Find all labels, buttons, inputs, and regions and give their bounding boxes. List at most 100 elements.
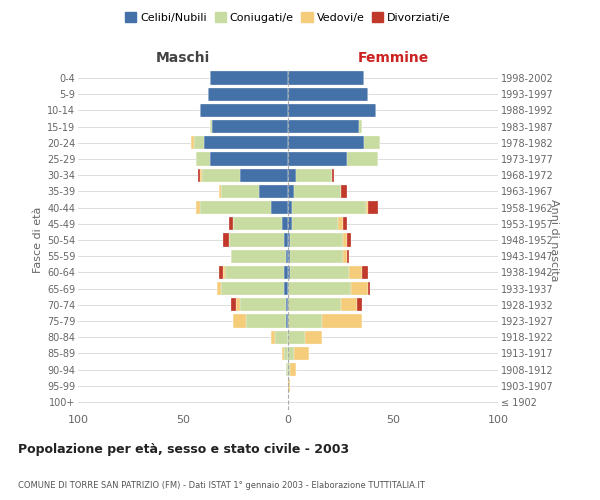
Bar xyxy=(191,136,193,149)
Text: COMUNE DI TORRE SAN PATRIZIO (FM) - Dati ISTAT 1° gennaio 2003 - Elaborazione TU: COMUNE DI TORRE SAN PATRIZIO (FM) - Dati… xyxy=(18,480,425,490)
Y-axis label: Fasce di età: Fasce di età xyxy=(32,207,43,273)
Bar xyxy=(322,314,362,328)
Bar xyxy=(288,346,295,360)
Bar xyxy=(358,298,361,312)
Bar xyxy=(292,201,366,214)
Text: Maschi: Maschi xyxy=(156,51,210,65)
Bar xyxy=(295,346,309,360)
Bar xyxy=(368,201,379,214)
Bar xyxy=(212,120,288,134)
Bar xyxy=(232,298,235,312)
Bar xyxy=(364,136,380,149)
Bar xyxy=(204,136,288,149)
Y-axis label: Anni di nascita: Anni di nascita xyxy=(549,198,559,281)
Bar xyxy=(288,185,295,198)
Bar xyxy=(359,120,362,134)
Bar xyxy=(235,298,240,312)
Bar xyxy=(210,72,288,85)
Bar xyxy=(229,234,284,246)
Bar xyxy=(284,346,288,360)
Bar xyxy=(259,185,288,198)
Bar xyxy=(218,266,223,279)
Bar xyxy=(208,88,288,101)
Bar xyxy=(200,201,271,214)
Bar xyxy=(198,168,200,182)
Bar xyxy=(351,282,368,295)
Bar xyxy=(200,168,202,182)
Bar xyxy=(288,379,290,392)
Bar xyxy=(341,185,347,198)
Bar xyxy=(217,282,221,295)
Bar xyxy=(288,136,364,149)
Bar xyxy=(286,363,288,376)
Bar xyxy=(225,266,284,279)
Text: Popolazione per età, sesso e stato civile - 2003: Popolazione per età, sesso e stato civil… xyxy=(18,442,349,456)
Bar xyxy=(305,330,322,344)
Bar xyxy=(288,330,305,344)
Bar xyxy=(271,201,288,214)
Bar xyxy=(233,217,282,230)
Bar xyxy=(288,363,290,376)
Bar xyxy=(288,152,347,166)
Bar xyxy=(233,314,246,328)
Bar xyxy=(288,234,290,246)
Bar xyxy=(284,282,288,295)
Bar xyxy=(288,201,292,214)
Bar xyxy=(288,266,290,279)
Bar xyxy=(286,314,288,328)
Bar xyxy=(218,185,221,198)
Bar xyxy=(296,168,332,182)
Bar xyxy=(341,298,358,312)
Bar xyxy=(210,152,288,166)
Bar xyxy=(284,266,288,279)
Bar xyxy=(288,314,322,328)
Bar xyxy=(202,168,240,182)
Bar xyxy=(288,217,292,230)
Bar xyxy=(271,330,275,344)
Bar xyxy=(275,330,288,344)
Bar xyxy=(286,298,288,312)
Bar xyxy=(288,168,296,182)
Bar xyxy=(288,104,376,117)
Bar xyxy=(343,217,347,230)
Bar xyxy=(200,104,288,117)
Legend: Celibi/Nubili, Coniugati/e, Vedovi/e, Divorziati/e: Celibi/Nubili, Coniugati/e, Vedovi/e, Di… xyxy=(121,8,455,28)
Bar xyxy=(196,201,200,214)
Bar xyxy=(290,250,343,263)
Bar xyxy=(366,201,368,214)
Bar xyxy=(239,298,286,312)
Bar xyxy=(290,363,296,376)
Bar xyxy=(221,185,259,198)
Bar xyxy=(368,282,370,295)
Bar xyxy=(231,250,286,263)
Bar xyxy=(347,250,349,263)
Bar xyxy=(288,250,290,263)
Bar xyxy=(282,346,284,360)
Bar xyxy=(193,136,204,149)
Bar xyxy=(210,120,212,134)
Text: Femmine: Femmine xyxy=(358,51,428,65)
Bar xyxy=(288,72,364,85)
Bar xyxy=(223,234,229,246)
Bar xyxy=(347,152,379,166)
Bar xyxy=(282,217,288,230)
Bar xyxy=(347,234,351,246)
Bar xyxy=(290,266,349,279)
Bar xyxy=(290,234,343,246)
Bar xyxy=(246,314,286,328)
Bar xyxy=(349,266,362,279)
Bar xyxy=(288,298,341,312)
Bar xyxy=(240,168,288,182)
Bar xyxy=(332,168,334,182)
Bar xyxy=(286,250,288,263)
Bar xyxy=(292,217,338,230)
Bar xyxy=(295,185,341,198)
Bar xyxy=(361,266,368,279)
Bar xyxy=(288,282,351,295)
Bar xyxy=(338,217,343,230)
Bar xyxy=(288,88,368,101)
Bar xyxy=(343,250,347,263)
Bar xyxy=(223,266,225,279)
Bar xyxy=(196,152,210,166)
Bar xyxy=(229,217,233,230)
